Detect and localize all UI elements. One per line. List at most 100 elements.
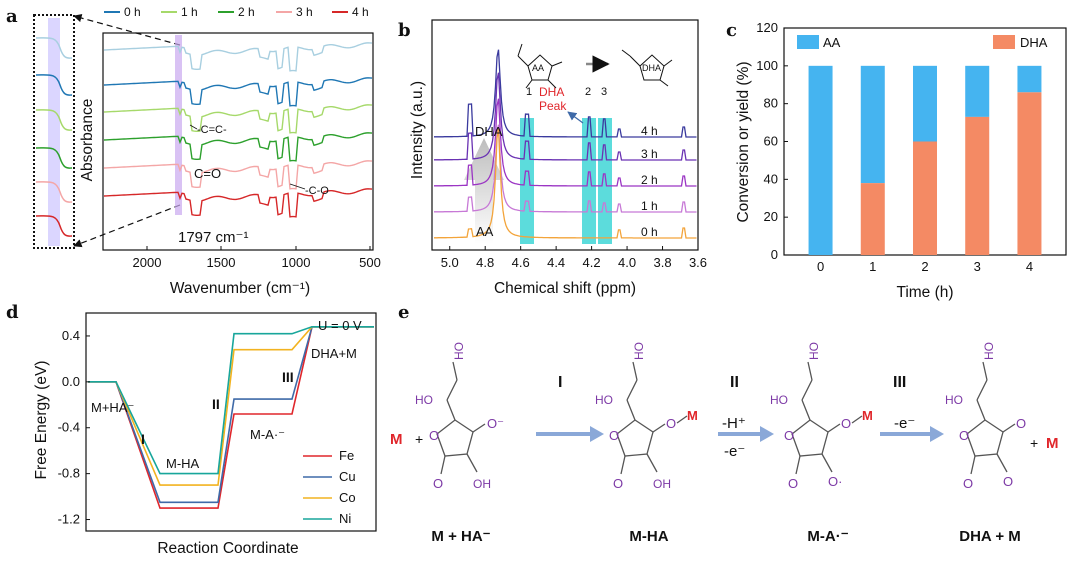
ytick-d-3: -0.8 (58, 466, 80, 481)
ftir-trace-5 (103, 188, 373, 218)
bar-aa-0 (808, 65, 833, 255)
molecule-1: O O HO HO OH O⁻ (415, 342, 504, 491)
nmr-n2: 2 (585, 86, 591, 98)
panel-c-bars: 0 1 2 3 4 (808, 65, 1042, 274)
panel-d-frame (85, 312, 377, 532)
panel-c-axes: 0 20 40 60 80 100 120 (756, 20, 788, 262)
legend-dha-label: DHA (1020, 35, 1048, 50)
panel-a-ftir: a 0 h 1 h 2 h 3 h 4 h 2000 1500 1000 500 Absorb… (6, 5, 381, 297)
panel-b-ylabel: Intensity (a.u.) (409, 81, 426, 179)
panel-e-label: e (398, 302, 409, 323)
mech-e-minus-ii: -e⁻ (724, 443, 745, 460)
svg-text:O: O (1003, 474, 1013, 489)
bar-aa-2 (913, 65, 937, 142)
nmr-molecules: AA DHA (517, 43, 673, 89)
legend-d-label-ni: Ni (339, 511, 351, 526)
panel-e-mechanism: e OOHOHOOHO⁻OOHOHOOHOMOOHOHOO·OMOOHOHOOO… (390, 302, 1059, 545)
mech-step-ii: II (730, 374, 739, 391)
panel-c-ylabel: Conversion or yield (%) (735, 61, 752, 222)
xtick-a-3: 500 (359, 255, 381, 270)
panel-d-energy-diagram: d 0.4 0.0 -0.4 -0.8 -1.2 Free Energy (eV) Re… (6, 302, 377, 557)
bar-aa-1 (860, 65, 885, 184)
panel-a-label: a (6, 6, 18, 27)
svg-text:O: O (666, 416, 676, 431)
nmr-trace-label-0: 4 h (641, 124, 658, 138)
ytick-c-40: 40 (764, 171, 778, 186)
panel-b-label: b (398, 20, 411, 41)
ftir-traces (103, 42, 373, 218)
panel-b-frame (431, 19, 699, 251)
zoom-arrow-top (73, 13, 181, 46)
svg-text:HO: HO (415, 393, 433, 407)
nmr-trace-label-3: 1 h (641, 199, 658, 213)
legend-d-label-cu: Cu (339, 469, 356, 484)
annot-cc: -C=C- (197, 124, 227, 136)
annot-dha: DHA (475, 124, 503, 139)
nmr-traces: 4 h 3 h 2 h 1 h 0 h (434, 49, 697, 239)
svg-text:O: O (433, 476, 443, 491)
panel-c-label: c (726, 20, 737, 41)
nmr-trace-4 (434, 128, 697, 239)
energy-line-ni (88, 326, 374, 475)
xtick-c-0: 0 (817, 259, 824, 274)
panel-b-nmr: b 4 h 3 h 2 h 1 h 0 h 5.0 4.8 4.6 4.4 4.2 4.0 3.8 3… (398, 19, 707, 297)
ytick-d-0: 0.4 (62, 328, 80, 343)
svg-text:O: O (959, 428, 969, 443)
xtick-b-7: 3.6 (689, 255, 707, 270)
ytick-c-100: 100 (756, 58, 778, 73)
mech-e-minus-iii: -e⁻ (894, 415, 915, 432)
svg-text:HO: HO (632, 342, 646, 360)
panel-a-frame (102, 32, 374, 251)
legend-aa-swatch (797, 35, 819, 49)
nmr-trace-label-2: 2 h (641, 173, 658, 187)
inset-highlight-band (48, 18, 60, 246)
annot-dha-peak-2: Peak (539, 99, 567, 113)
mol-dha-label: DHA (642, 63, 661, 73)
annot-peak: 1797 cm⁻¹ (178, 229, 248, 246)
xtick-b-5: 4.0 (618, 255, 636, 270)
ytick-c-0: 0 (771, 247, 778, 262)
xtick-b-6: 3.8 (653, 255, 671, 270)
panel-d-xlabel: Reaction Coordinate (157, 540, 298, 557)
inset-trace-4 (35, 181, 73, 203)
ytick-d-1: 0.0 (62, 374, 80, 389)
svg-text:M: M (687, 408, 698, 423)
panel-d-lines (88, 326, 374, 509)
svg-text:OH: OH (653, 477, 671, 491)
xtick-b-4: 4.2 (583, 255, 601, 270)
svg-text:HO: HO (945, 393, 963, 407)
state-1: M-HA (166, 456, 200, 471)
condition-label: U = 0 V (318, 318, 362, 333)
svg-text:OH: OH (473, 477, 491, 491)
inset-trace-1 (35, 74, 73, 96)
nmr-trace-label-1: 3 h (641, 147, 658, 161)
inset-box (33, 14, 75, 249)
annot-aa: AA (476, 224, 494, 239)
energy-line-co (88, 326, 374, 486)
metal-right: M (1046, 435, 1059, 452)
xtick-b-1: 4.8 (476, 255, 494, 270)
legend-d-label-fe: Fe (339, 448, 354, 463)
xtick-c-3: 3 (974, 259, 981, 274)
legend-label-4: 4 h (352, 5, 369, 19)
svg-text:O: O (613, 476, 623, 491)
ytick-c-20: 20 (764, 209, 778, 224)
xtick-a-1: 1500 (207, 255, 236, 270)
inset-trace-0 (35, 37, 73, 59)
panel-c-legend: AA DHA (797, 35, 1048, 50)
nmr-band-1 (520, 118, 534, 244)
panel-c-xlabel: Time (h) (896, 284, 953, 301)
state-2: M-A·⁻ (250, 427, 285, 442)
panel-d-label: d (6, 302, 19, 323)
xtick-a-2: 1000 (282, 255, 311, 270)
xtick-c-4: 4 (1026, 259, 1033, 274)
plus-left: + (415, 431, 423, 447)
caption-1: M + HA⁻ (431, 528, 490, 545)
xtick-c-1: 1 (869, 259, 876, 274)
bar-aa-4 (1017, 65, 1042, 93)
mech-step-iii: III (893, 374, 906, 391)
svg-text:M: M (862, 408, 873, 423)
